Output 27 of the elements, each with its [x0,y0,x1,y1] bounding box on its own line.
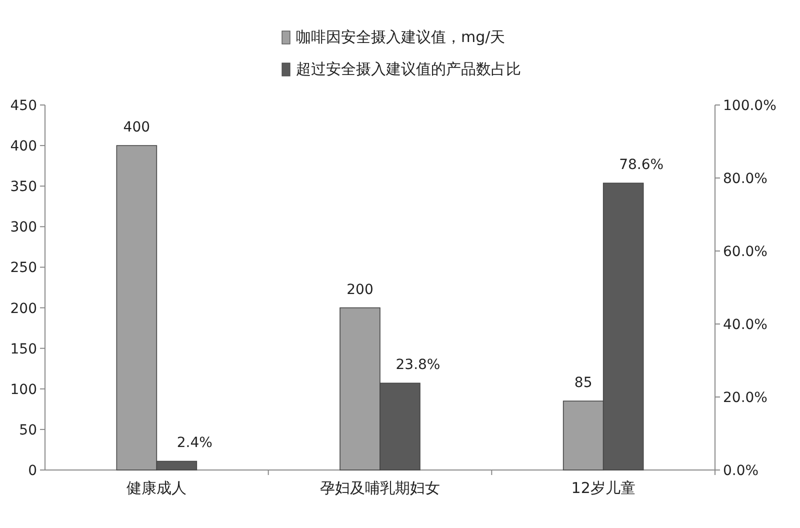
y-tick-label: 150 [10,341,37,358]
legend-label: 咖啡因安全摄入建议值，mg/天 [296,28,506,46]
data-label: 23.8% [396,357,440,374]
y2-tick-label: 80.0% [723,171,768,187]
y2-tick-label: 40.0% [723,317,768,333]
y-tick-label: 350 [10,179,37,196]
x-tick-label: 健康成人 [126,479,187,497]
y2-tick-label: 20.0% [723,390,768,406]
legend-label: 超过安全摄入建议值的产品数占比 [296,60,521,78]
data-label: 85 [574,375,592,392]
y-tick-label: 300 [10,220,37,236]
x-tick-label: 12岁儿童 [571,479,636,497]
y-tick-label: 50 [19,422,37,438]
y2-tick-label: 0.0% [723,463,759,479]
x-tick-label: 孕妇及哺乳期妇女 [320,479,440,497]
y-tick-label: 400 [10,138,37,155]
y2-tick-label: 100.0% [723,98,776,114]
y-tick-label: 450 [10,98,37,114]
data-label: 2.4% [176,435,212,452]
y2-tick-label: 60.0% [723,244,768,260]
y-tick-label: 0 [28,463,37,479]
y-tick-label: 250 [10,260,37,276]
data-label: 78.6% [619,157,664,174]
data-label: 200 [346,282,374,298]
y-tick-label: 200 [10,300,37,317]
data-label: 400 [123,120,150,136]
y-tick-label: 100 [10,382,37,398]
